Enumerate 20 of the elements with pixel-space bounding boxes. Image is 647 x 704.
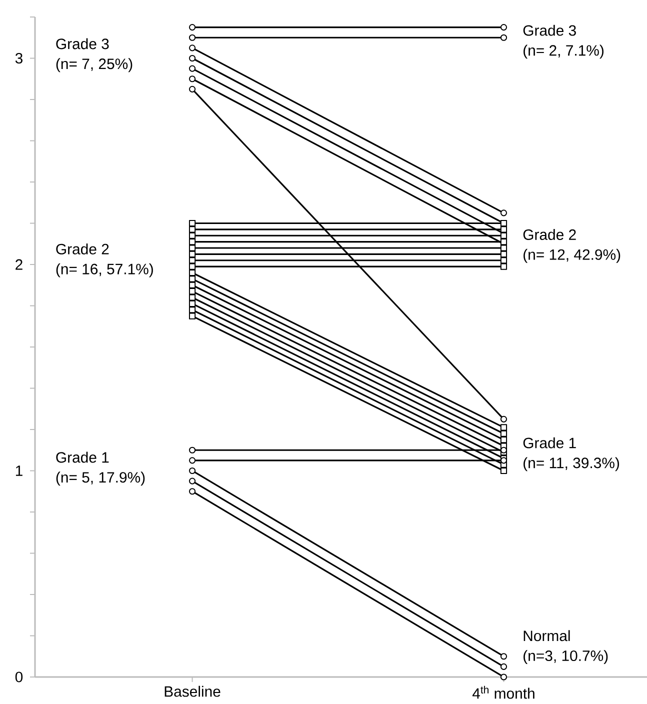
y-tick-label: 3 (15, 52, 22, 64)
annotation: (n= 5, 17.9%) (56, 472, 145, 486)
annotation: Grade 1 (56, 452, 109, 463)
annotation: Grade 2 (56, 243, 109, 254)
annotation: (n= 7, 25%) (56, 58, 132, 72)
x-tick-label: Baseline (164, 686, 220, 697)
annotation: (n= 2, 7.1%) (524, 44, 604, 59)
y-tick-label: 0 (15, 672, 23, 682)
annotation: (n= 16, 57.1%) (56, 263, 153, 278)
annotation: (n=3, 10.7%) (524, 650, 608, 664)
annotation: Grade 2 (523, 229, 576, 240)
x-tick-label: 4$^{th}$ month (472, 686, 534, 699)
annotation: Grade 3 (523, 24, 576, 36)
y-tick-label: 2 (16, 259, 22, 270)
annotation: (n= 12, 42.9%) (524, 248, 620, 263)
annotation: (n= 11, 39.3%) (524, 457, 620, 472)
annotation: Grade 1 (523, 437, 576, 448)
y-tick-label: 1 (16, 466, 22, 476)
annotation: Grade 3 (56, 38, 109, 50)
annotation: Normal (524, 630, 570, 642)
